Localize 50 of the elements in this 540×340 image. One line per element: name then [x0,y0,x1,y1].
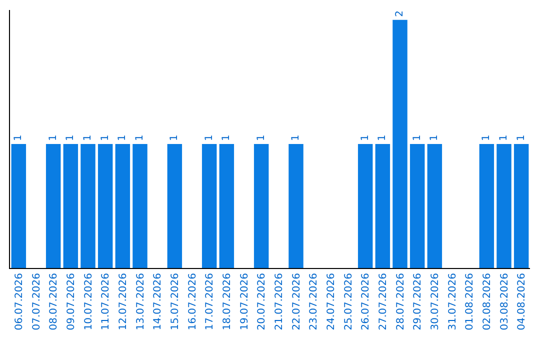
data-label: 1 [360,134,371,141]
x-tick-label: 20.07.2026 [256,273,268,330]
data-label: 1 [65,134,76,141]
x-tick-label: 06.07.2026 [14,273,25,330]
x-tick-label: 30.07.2026 [430,273,441,330]
x-tick-label: 16.07.2026 [187,273,198,330]
data-label: 1 [100,134,111,141]
data-label: 1 [169,134,180,141]
data-label: 1 [290,134,302,141]
x-tick-label: 28.07.2026 [395,273,406,330]
x-tick-label: 23.07.2026 [308,273,320,330]
x-tick-label: 25.07.2026 [343,273,354,330]
x-tick-label: 24.07.2026 [326,273,337,330]
data-label: 1 [204,134,215,141]
x-tick-label: 07.07.2026 [31,273,42,330]
data-label: 1 [256,134,267,141]
x-tick-label: 11.07.2026 [100,273,112,330]
x-tick-label: 21.07.2026 [274,273,285,330]
x-tick-label: 29.07.2026 [412,273,424,330]
data-label: 1 [48,134,59,141]
x-tick-label: 15.07.2026 [170,273,181,330]
x-tick-label: 08.07.2026 [48,273,60,330]
data-label: 1 [221,134,232,141]
x-tick-label: 02.08.2026 [482,273,493,330]
x-tick-label: 22.07.2026 [291,273,302,330]
x-tick-label: 19.07.2026 [239,273,250,330]
x-tick-label: 26.07.2026 [360,273,372,330]
x-tick-label: 13.07.2026 [135,273,146,330]
data-label: 1 [13,134,24,141]
data-label: 1 [412,134,423,141]
data-label: 1 [82,134,94,141]
x-tick-label: 04.08.2026 [516,273,528,330]
x-tick-label: 17.07.2026 [204,273,216,330]
x-tick-label: 18.07.2026 [222,273,233,330]
data-label: 2 [394,10,406,17]
data-label: 1 [481,134,492,141]
x-tick-label: 10.07.2026 [83,273,94,330]
data-label: 1 [516,134,527,141]
x-tick-label: 27.07.2026 [378,273,389,330]
x-tick-label: 12.07.2026 [118,273,129,330]
x-tick-label: 01.08.2026 [464,273,476,330]
data-label: 1 [498,134,510,141]
x-tick-label: 31.07.2026 [447,273,458,330]
data-label: 1 [117,134,128,141]
x-tick-label: 09.07.2026 [66,273,77,330]
x-tick-label: 14.07.2026 [152,273,164,330]
data-label: 1 [377,134,388,141]
data-label: 1 [429,134,440,141]
x-tick-label: 03.08.2026 [499,273,510,330]
data-label: 1 [134,134,146,141]
